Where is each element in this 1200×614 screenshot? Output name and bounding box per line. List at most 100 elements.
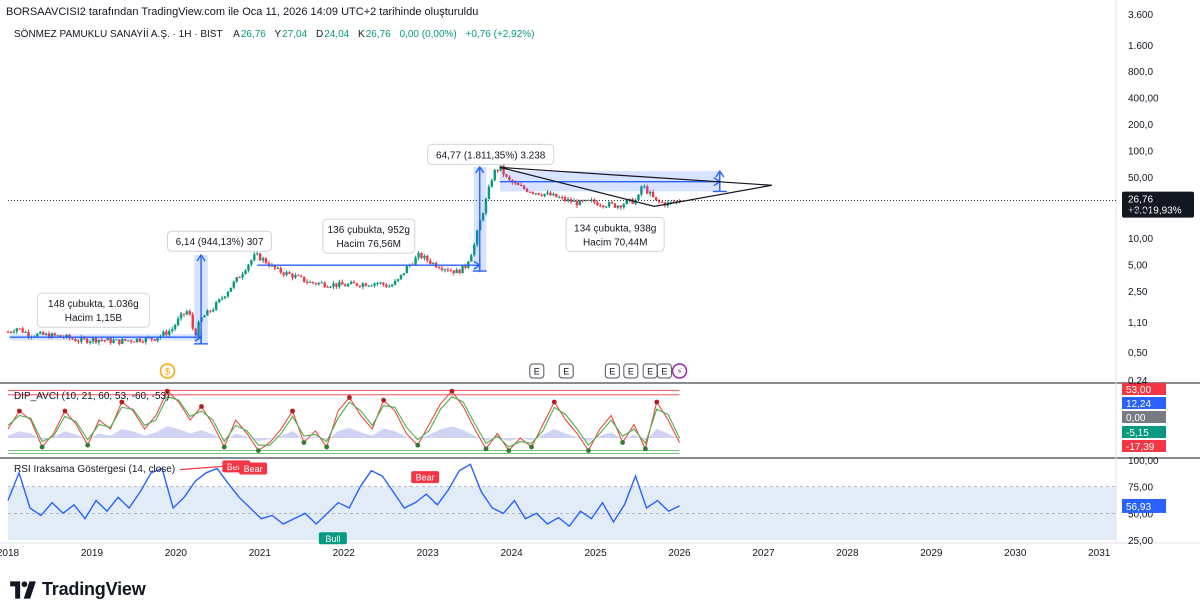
dividend-marker-icon (159, 363, 176, 379)
price-candle-body (129, 340, 133, 342)
price-candle-body (24, 332, 27, 334)
price-candle-body (619, 205, 623, 208)
price-candle-body (610, 202, 614, 204)
ohlc-low-value: 24,04 (324, 29, 350, 40)
price-candle-body (399, 274, 403, 280)
dip-buy-dot (483, 446, 489, 452)
price-candle-body (94, 338, 98, 343)
price-candle-body (546, 192, 549, 194)
price-candle-body (563, 197, 567, 201)
grid-layer (0, 0, 1200, 544)
price-candle-body (127, 340, 130, 342)
dip-level-label: -5,15 (1126, 428, 1149, 439)
ohlc-close-value: 26,76 (365, 29, 391, 40)
price-candle-body (176, 318, 180, 326)
price-candle-body (39, 331, 42, 334)
price-axis-tick-label: 100,0 (1128, 146, 1153, 157)
earnings-marker-icon (529, 363, 545, 379)
price-candle-body (390, 284, 394, 287)
dip-buy-dot (586, 448, 591, 453)
price-candle-body (599, 205, 602, 207)
split-marker-label: ⚡ (676, 367, 682, 377)
price-candle-body (191, 314, 194, 329)
rsi-title[interactable]: RSI Iraksama Göstergesi (14, close) (14, 464, 176, 475)
price-candle-body (124, 338, 127, 341)
dip-avci-pane[interactable]: 53,00 12,24 0,00 -5,15 -17,39 (7, 383, 1166, 455)
annotation-line1: 134 çubukta, 938g (574, 223, 656, 234)
rsi-bull-label-box (318, 532, 347, 545)
price-candle-body (607, 202, 611, 207)
price-candle-body (335, 283, 338, 287)
earnings-marker-icon (558, 363, 574, 379)
annotation-callout (322, 218, 416, 254)
price-candle-body (135, 338, 139, 342)
price-candle-body (21, 328, 24, 333)
time-axis-tick-label: 2024 (501, 548, 524, 559)
rsi-pane[interactable]: BearBearBullBear100,0075,0050,0025,0056,… (7, 456, 1166, 547)
attribution-text: BORSAAVCISI2 tarafından TradingView.com … (6, 6, 479, 18)
dip-level-badge (1122, 426, 1166, 438)
rsi-bull-label: Bull (325, 534, 340, 544)
price-candle-body (484, 198, 488, 214)
axes-layer: 3.600 1.600 800,0 400,00 200,0 100,0 50,00 20,0… (0, 10, 1159, 559)
price-candle-body (118, 339, 121, 344)
dip-avci-title[interactable]: DIP_AVCI (10, 21, 60, 53, -60, -53) (14, 391, 170, 402)
symbol-title[interactable]: SÖNMEZ PAMUKLU SANAYİİ A.Ş. · 1H · BIST (14, 29, 223, 40)
price-candle-body (646, 186, 649, 194)
time-axis-tick-label: 2029 (920, 548, 943, 559)
price-candle-body (458, 269, 461, 274)
price-candle-body (525, 188, 529, 192)
price-candle-body (502, 165, 505, 175)
dip-sell-dot (62, 408, 68, 414)
price-candle-body (660, 201, 664, 203)
price-candle-body (288, 272, 291, 274)
price-candle-body (179, 313, 183, 319)
price-candle-body (440, 268, 444, 270)
tradingview-brand[interactable]: TradingView (10, 579, 146, 600)
price-candle-body (15, 328, 18, 332)
price-candle-body (279, 267, 282, 273)
time-axis-tick-label: 2026 (668, 548, 691, 559)
price-candle-body (522, 185, 526, 189)
price-candle-body (496, 169, 499, 171)
price-candle-body (487, 186, 491, 199)
earnings-marker-icon (623, 363, 639, 379)
price-candle-body (508, 176, 511, 180)
price-candle-body (18, 328, 21, 330)
dip-level-badge (1122, 440, 1166, 452)
price-candle-body (323, 282, 326, 287)
price-candle-body (206, 310, 209, 316)
price-candle-body (332, 283, 335, 287)
price-candle-body (385, 284, 388, 287)
price-candle-body (65, 334, 68, 338)
price-candle-body (373, 283, 376, 286)
dip-buy-dot (39, 444, 45, 450)
price-candle-body (528, 191, 532, 193)
dip-sell-dot (16, 408, 22, 414)
dip-buy-dot (415, 442, 421, 448)
time-axis-tick-label: 2022 (333, 548, 356, 559)
price-candle-body (50, 333, 54, 339)
rsi-bear-label: Bear (416, 473, 435, 483)
time-axis-tick-label: 2030 (1004, 548, 1027, 559)
price-candle-body (71, 338, 74, 340)
dip-sell-dot (654, 399, 660, 405)
price-candle-body (80, 337, 83, 342)
dip-sell-dot (381, 397, 386, 403)
price-candle-body (426, 255, 429, 261)
rise-arrow-2023-head (475, 165, 485, 174)
price-candle-body (575, 200, 579, 206)
price-candle-body (197, 321, 200, 335)
price-candle-body (273, 264, 277, 269)
rsi-bear-label: Bear (244, 464, 263, 474)
last-price-change-label: +3.019,93% (1128, 206, 1182, 217)
change-value: 0,00 (0,00%) (399, 29, 457, 40)
annotation-callout (36, 292, 150, 328)
price-axis-tick-label: 3.600 (1128, 10, 1153, 21)
price-candle-body (121, 338, 124, 344)
price-candle-body (429, 260, 432, 264)
price-pane[interactable]: 26,76+3.019,93% 148 çubukta, 1.036g Hacim … (6, 143, 1194, 379)
last-price-label: 26,76 (1128, 195, 1153, 206)
price-candle-body (305, 281, 309, 283)
